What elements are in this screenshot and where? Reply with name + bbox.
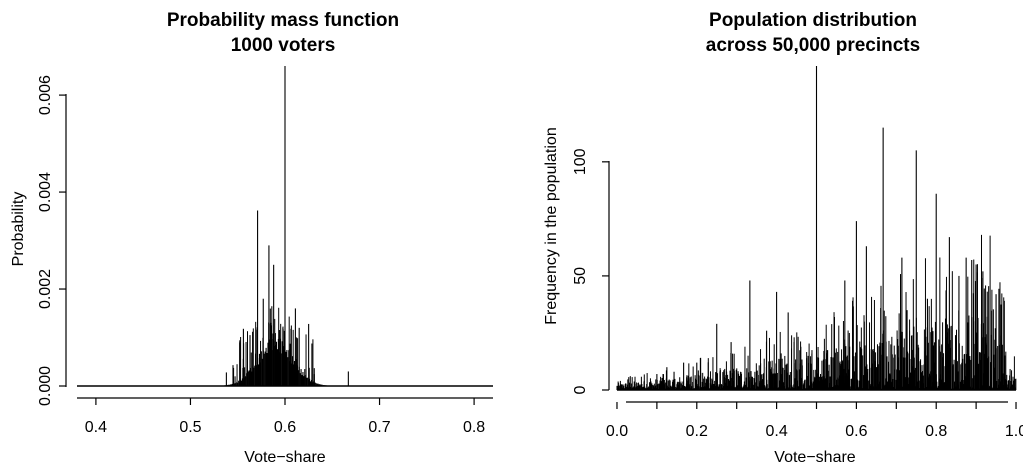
pmf-title: Probability mass function xyxy=(167,10,399,31)
pop-x-tick-label: 0.4 xyxy=(765,423,787,440)
pop-xlabel: Vote−share xyxy=(774,449,856,466)
pop-subtitle: across 50,000 precincts xyxy=(706,35,920,56)
pmf-x-tick-label: 0.4 xyxy=(85,419,107,436)
pmf-panel: Probability mass function 1000 voters Vo… xyxy=(10,10,493,466)
pop-x-tick-label: 0.0 xyxy=(606,423,628,440)
pop-ylabel: Frequency in the population xyxy=(543,127,560,324)
pmf-x-tick-label: 0.6 xyxy=(274,419,296,436)
pop-y-tick-label: 50 xyxy=(572,267,589,285)
pop-x-tick-label: 0.2 xyxy=(686,423,708,440)
pop-y-tick-label: 100 xyxy=(572,148,589,175)
pop-x-tick-label: 0.6 xyxy=(845,423,867,440)
population-panel: Population distribution across 50,000 pr… xyxy=(543,10,1023,466)
pop-y-tick-label: 0 xyxy=(572,385,589,394)
pop-title: Population distribution xyxy=(709,10,917,31)
pmf-x-tick-label: 0.5 xyxy=(179,419,201,436)
pmf-x-tick-label: 0.8 xyxy=(463,419,485,436)
pmf-xlabel: Vote−share xyxy=(244,449,326,466)
pmf-y-tick-label: 0.002 xyxy=(37,269,54,309)
pmf-y-tick-label: 0.004 xyxy=(37,172,54,212)
pmf-y-tick-label: 0.000 xyxy=(37,366,54,406)
pmf-ylabel: Probability xyxy=(10,192,27,267)
pop-x-tick-label: 0.8 xyxy=(925,423,947,440)
pmf-subtitle: 1000 voters xyxy=(231,35,336,56)
pop-x-tick-label: 1.0 xyxy=(1005,423,1023,440)
pmf-x-tick-label: 0.7 xyxy=(368,419,390,436)
pmf-y-tick-label: 0.006 xyxy=(37,75,54,115)
